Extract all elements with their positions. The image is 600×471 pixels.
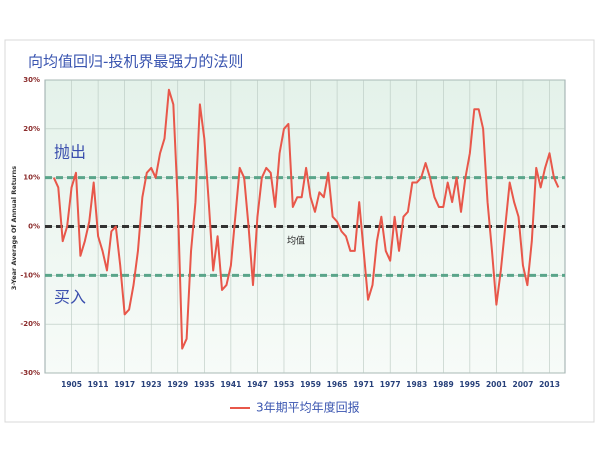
y-tick-label: -20% bbox=[20, 320, 40, 328]
x-tick-label: 1923 bbox=[141, 380, 162, 389]
x-tick-label: 1917 bbox=[114, 380, 135, 389]
x-tick-label: 1965 bbox=[327, 380, 348, 389]
data-line bbox=[52, 88, 560, 350]
x-tick-label: 1959 bbox=[300, 380, 321, 389]
y-tick-label: 0% bbox=[28, 223, 40, 231]
x-tick-label: 1953 bbox=[274, 380, 295, 389]
x-tick-label: 1911 bbox=[88, 380, 109, 389]
y-axis-label: 3-Year Average Of Annual Returns bbox=[10, 166, 18, 290]
annotation: 买入 bbox=[54, 288, 86, 307]
x-tick-label: 1983 bbox=[406, 380, 427, 389]
annotation: 抛出 bbox=[54, 143, 86, 162]
x-tick-label: 1989 bbox=[433, 380, 454, 389]
y-tick-label: -30% bbox=[20, 369, 40, 377]
x-tick-label: 1935 bbox=[194, 380, 215, 389]
x-tick-label: 1941 bbox=[220, 380, 241, 389]
x-tick-label: 1977 bbox=[380, 380, 401, 389]
y-tick-label: -10% bbox=[20, 271, 40, 279]
y-tick-label: 10% bbox=[23, 174, 40, 182]
annotation: 均值 bbox=[287, 235, 305, 247]
chart-title: 向均值回归-投机界最强力的法则 bbox=[28, 53, 243, 71]
x-tick-label: 1929 bbox=[167, 380, 188, 389]
y-tick-label: 20% bbox=[23, 125, 40, 133]
x-tick-label: 2001 bbox=[486, 380, 507, 389]
x-tick-label: 1995 bbox=[459, 380, 480, 389]
x-tick-label: 1971 bbox=[353, 380, 374, 389]
x-tick-label: 2007 bbox=[513, 380, 534, 389]
legend-label: 3年期平均年度回报 bbox=[256, 400, 360, 415]
y-tick-label: 30% bbox=[23, 76, 40, 84]
x-tick-label: 2013 bbox=[539, 380, 560, 389]
x-tick-label: 1905 bbox=[61, 380, 82, 389]
x-tick-label: 1947 bbox=[247, 380, 268, 389]
